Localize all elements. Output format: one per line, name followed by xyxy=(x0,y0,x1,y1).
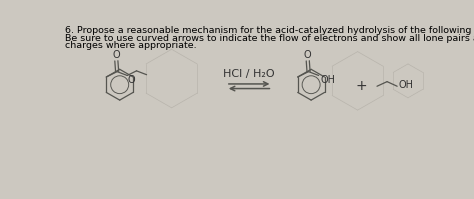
Text: Be sure to use curved arrows to indicate the flow of electrons and show all lone: Be sure to use curved arrows to indicate… xyxy=(65,33,474,43)
Text: O: O xyxy=(112,50,120,60)
Text: O: O xyxy=(304,50,311,60)
Text: HCl / H₂O: HCl / H₂O xyxy=(223,68,275,79)
Text: OH: OH xyxy=(399,80,414,91)
Text: +: + xyxy=(356,79,367,93)
Text: 6. Propose a reasonable mechanism for the acid-catalyzed hydrolysis of the follo: 6. Propose a reasonable mechanism for th… xyxy=(65,26,474,35)
Text: OH: OH xyxy=(320,75,335,85)
Text: O: O xyxy=(128,75,136,85)
Text: charges where appropriate.: charges where appropriate. xyxy=(65,41,197,50)
